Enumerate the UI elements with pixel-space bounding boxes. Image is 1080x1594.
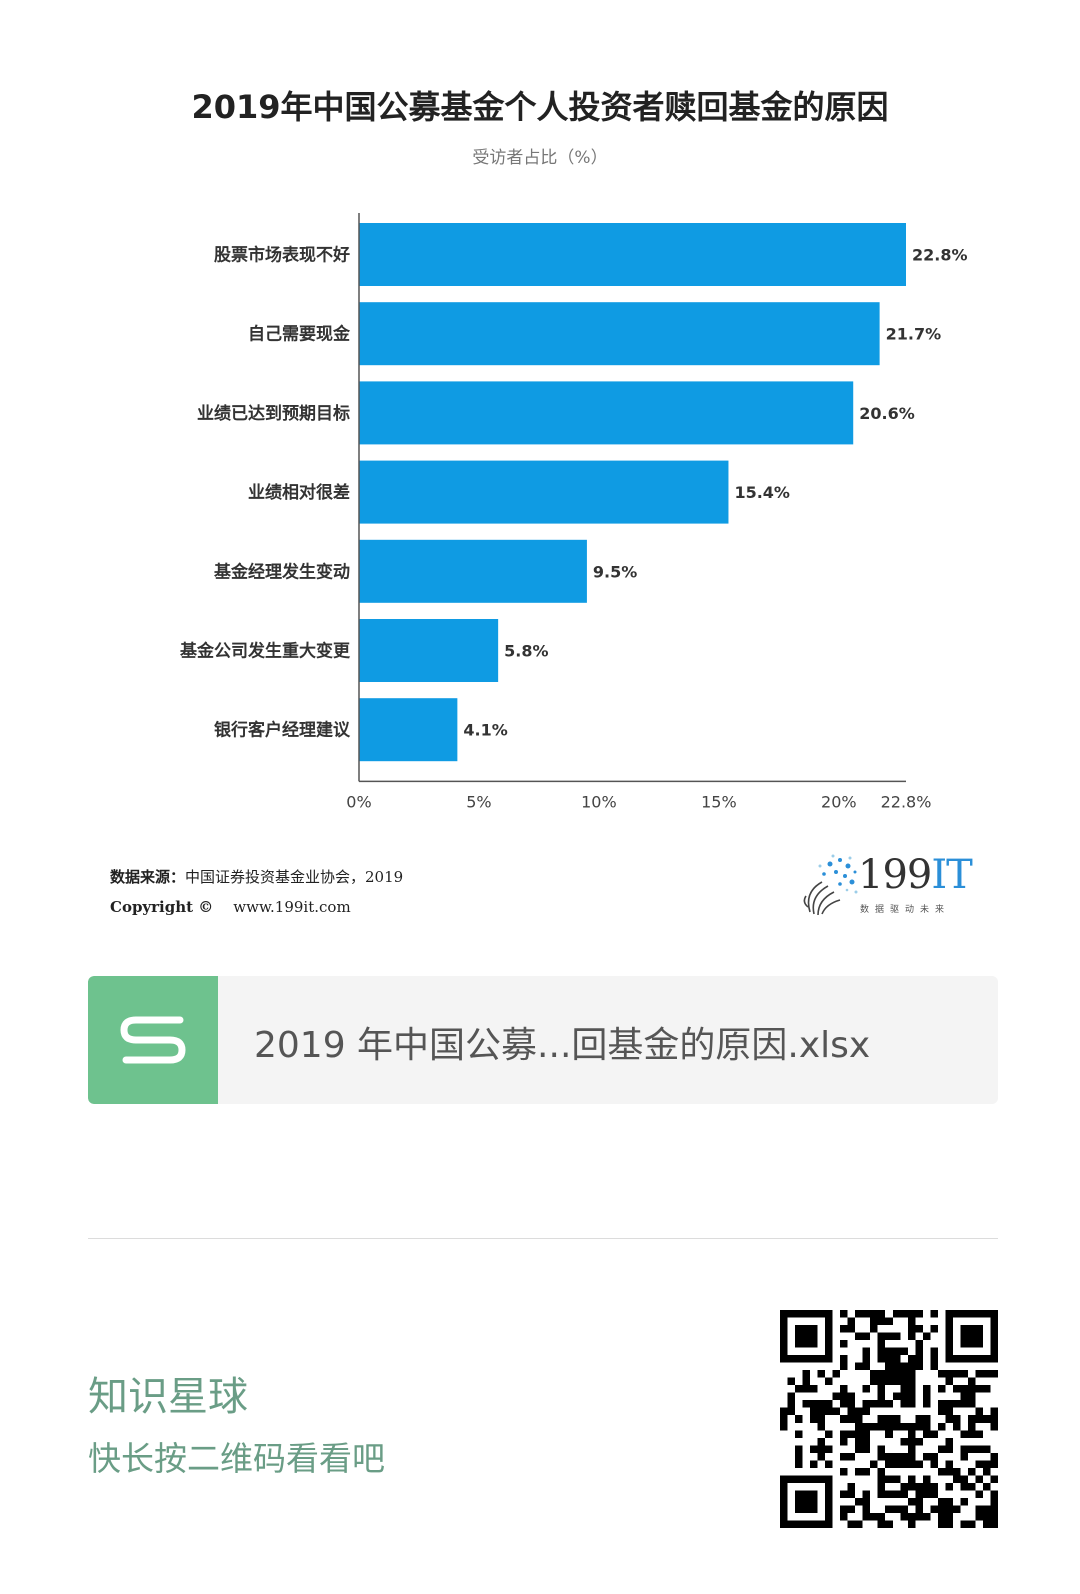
brand-logo: 199IT 数据驱动未来: [800, 852, 990, 927]
x-tick-label: 20%: [821, 792, 857, 810]
bar: [359, 539, 587, 603]
category-label: 基金公司发生重大变更: [179, 641, 351, 662]
value-label: 22.8%: [912, 246, 968, 265]
chart-title: 2019年中国公募基金个人投资者赎回基金的原因: [191, 88, 889, 126]
source-url: www.199it.com: [233, 898, 351, 916]
logo-tagline: 数据驱动未来: [860, 905, 951, 915]
x-tick-label: 0%: [346, 792, 371, 810]
file-name: 2019 年中国公募...回基金的原因.xlsx: [254, 1025, 871, 1066]
category-label: 银行客户经理建议: [214, 720, 351, 741]
bar: [359, 302, 880, 366]
source-text: 中国证券投资基金业协会，2019: [185, 868, 404, 886]
bar: [359, 460, 729, 524]
source-block: 数据来源：中国证券投资基金业协会，2019 Copyright © www.199…: [110, 862, 403, 922]
value-label: 5.8%: [504, 642, 548, 661]
value-label: 20.6%: [859, 404, 915, 423]
x-tick-label: 10%: [581, 792, 617, 810]
bar: [359, 223, 906, 286]
file-attachment-card[interactable]: 2019 年中国公募...回基金的原因.xlsx: [88, 976, 998, 1104]
value-label: 9.5%: [593, 562, 637, 581]
x-tick-label: 22.8%: [881, 792, 932, 810]
dot-burst-icon: [803, 854, 858, 916]
planet-title: 知识星球: [88, 1374, 248, 1420]
bar: [359, 619, 499, 682]
planet-subtitle: 快长按二维码看看吧: [88, 1439, 385, 1478]
qr-code-icon[interactable]: [780, 1310, 998, 1528]
x-tick-label: 5%: [466, 792, 491, 810]
category-label: 股票市场表现不好: [214, 245, 350, 266]
value-label: 15.4%: [734, 483, 790, 502]
chart-subtitle: 受访者占比（%）: [472, 148, 608, 168]
category-label: 基金经理发生变动: [213, 561, 350, 582]
divider: [88, 1238, 998, 1239]
category-label: 业绩已达到预期目标: [197, 403, 350, 424]
source-label: 数据来源：: [110, 868, 186, 886]
value-label: 4.1%: [463, 721, 507, 740]
spreadsheet-s-icon: [88, 976, 218, 1104]
category-label: 业绩相对很差: [248, 482, 350, 503]
copyright-text: Copyright ©: [110, 898, 214, 916]
bar: [359, 381, 854, 445]
category-label: 自己需要现金: [248, 324, 351, 345]
logo-text: 199IT: [858, 852, 973, 898]
bar: [359, 698, 458, 762]
value-label: 21.7%: [886, 325, 942, 344]
bar-chart: 股票市场表现不好 22.8% 自己需要现金 21.7% 业绩已达到预期目标 20.6% 业绩…: [179, 213, 968, 810]
x-tick-label: 15%: [701, 792, 737, 810]
